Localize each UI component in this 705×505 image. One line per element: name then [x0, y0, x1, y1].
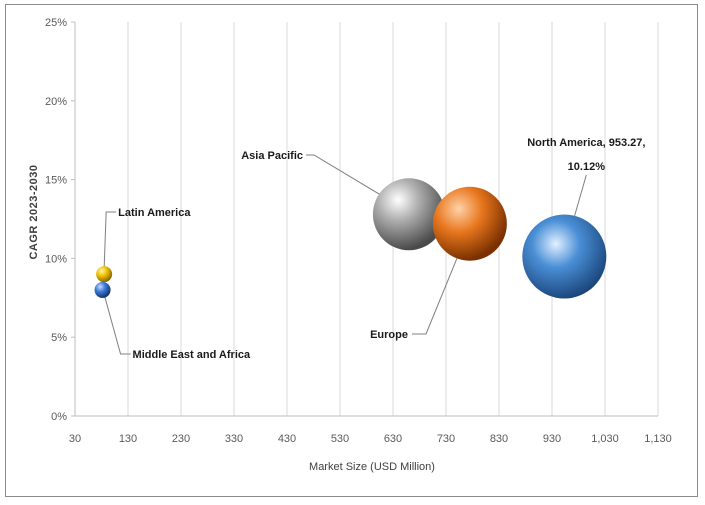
x-axis-title: Market Size (USD Million) [309, 461, 435, 473]
label-latin-america: Latin America [118, 207, 191, 219]
leader-asia-pacific [306, 154, 404, 209]
label-middle-east-africa: Middle East and Africa [133, 349, 251, 361]
y-tick-label: 10% [45, 253, 67, 265]
y-tick-label: 0% [51, 411, 67, 423]
leader-latin-america [103, 211, 117, 269]
bubble-asia-pacific [372, 178, 445, 251]
x-tick-label: 530 [331, 433, 349, 445]
bubble-europe [432, 186, 507, 261]
x-tick-label: 330 [225, 433, 243, 445]
label-north-america-line1: North America, 953.27, [527, 137, 645, 149]
x-tick-label: 830 [490, 433, 508, 445]
label-asia-pacific: Asia Pacific [241, 150, 303, 162]
bubbles [94, 178, 607, 299]
leader-lines [103, 154, 587, 355]
x-tick-label: 930 [543, 433, 561, 445]
x-tick-label: 1,130 [644, 433, 672, 445]
x-tick-label: 30 [69, 433, 81, 445]
x-tick-label: 230 [172, 433, 190, 445]
bubble-north-america [522, 214, 607, 299]
axes [71, 21, 658, 417]
label-north-america-line2: 10.12% [568, 161, 606, 173]
label-europe: Europe [370, 329, 408, 341]
x-tick-label: 130 [119, 433, 137, 445]
bubble-middle-east-africa [94, 281, 111, 298]
x-tick-label: 430 [278, 433, 296, 445]
y-tick-label: 25% [45, 17, 67, 29]
x-tick-label: 630 [384, 433, 402, 445]
y-tick-label: 5% [51, 332, 67, 344]
x-tick-labels: 30 130 230 330 430 530 630 730 830 930 1,030 1,130 [69, 433, 672, 445]
y-tick-label: 15% [45, 175, 67, 187]
y-tick-labels: 0% 5% 10% 15% 20% 25% [45, 17, 67, 423]
x-tick-label: 1,030 [591, 433, 619, 445]
leader-middle-east-africa [104, 295, 131, 355]
y-tick-label: 20% [45, 96, 67, 108]
y-axis-title: CAGR 2023-2030 [28, 164, 40, 259]
leader-europe [412, 231, 469, 335]
data-labels: Latin America Middle East and Africa Asia … [118, 137, 645, 361]
bubble-latin-america [96, 266, 113, 283]
x-tick-label: 730 [437, 433, 455, 445]
